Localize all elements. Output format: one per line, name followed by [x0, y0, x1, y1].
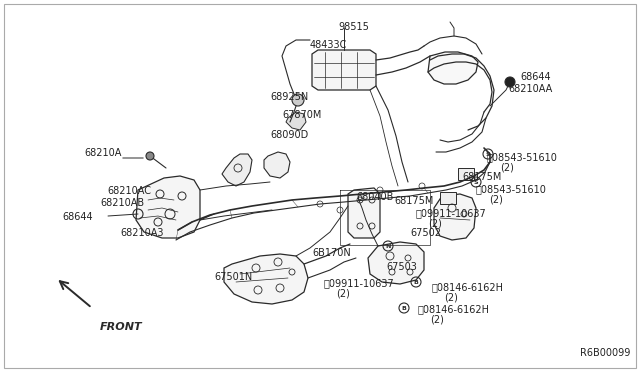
Text: Ⓜ08146-6162H: Ⓜ08146-6162H [418, 304, 490, 314]
Text: 68210AA: 68210AA [508, 84, 552, 94]
Text: B: B [401, 305, 406, 311]
Circle shape [146, 152, 154, 160]
Text: 98515: 98515 [338, 22, 369, 32]
Text: Ⓚ09911-10637: Ⓚ09911-10637 [324, 278, 395, 288]
Text: 68644: 68644 [62, 212, 93, 222]
Text: R6B00099: R6B00099 [580, 348, 630, 358]
Text: Ⓝ08543-51610: Ⓝ08543-51610 [487, 152, 558, 162]
Polygon shape [348, 188, 380, 238]
Polygon shape [440, 192, 456, 204]
Text: 68925N: 68925N [270, 92, 308, 102]
Polygon shape [312, 50, 376, 90]
Polygon shape [286, 112, 306, 130]
Circle shape [505, 77, 515, 87]
Text: 68210A: 68210A [84, 148, 122, 158]
Polygon shape [136, 176, 200, 238]
Text: 68175M: 68175M [394, 196, 433, 206]
Text: 48433C: 48433C [310, 40, 348, 50]
Text: (2): (2) [500, 162, 514, 172]
Text: S: S [474, 180, 478, 185]
Text: B: B [413, 279, 419, 285]
Text: N: N [385, 244, 390, 248]
Polygon shape [222, 154, 252, 186]
Text: 68210AC: 68210AC [107, 186, 151, 196]
Polygon shape [458, 168, 474, 180]
Text: 68210AB: 68210AB [100, 198, 144, 208]
Circle shape [292, 94, 304, 106]
Text: (2): (2) [444, 292, 458, 302]
Text: 6B170N: 6B170N [312, 248, 351, 258]
Polygon shape [224, 254, 308, 304]
Text: FRONT: FRONT [100, 322, 143, 332]
Text: 68644: 68644 [520, 72, 550, 82]
Text: Ⓝ08543-51610: Ⓝ08543-51610 [476, 184, 547, 194]
Text: 67501N: 67501N [214, 272, 252, 282]
Text: Ⓚ09911-10637: Ⓚ09911-10637 [416, 208, 487, 218]
Polygon shape [428, 52, 478, 84]
Text: S: S [486, 151, 490, 157]
Text: (2): (2) [489, 194, 503, 204]
Text: (2): (2) [336, 288, 350, 298]
Text: 67502: 67502 [410, 228, 441, 238]
Text: (2): (2) [428, 218, 442, 228]
Text: 68175M: 68175M [462, 172, 501, 182]
Text: (2): (2) [430, 314, 444, 324]
Text: Ⓜ08146-6162H: Ⓜ08146-6162H [432, 282, 504, 292]
Polygon shape [264, 152, 290, 178]
Polygon shape [368, 242, 424, 284]
Text: 68090D: 68090D [270, 130, 308, 140]
Text: 68040B: 68040B [356, 192, 394, 202]
Text: 67870M: 67870M [282, 110, 321, 120]
Polygon shape [434, 194, 476, 240]
Text: 67503: 67503 [386, 262, 417, 272]
Text: 68210A3: 68210A3 [120, 228, 163, 238]
